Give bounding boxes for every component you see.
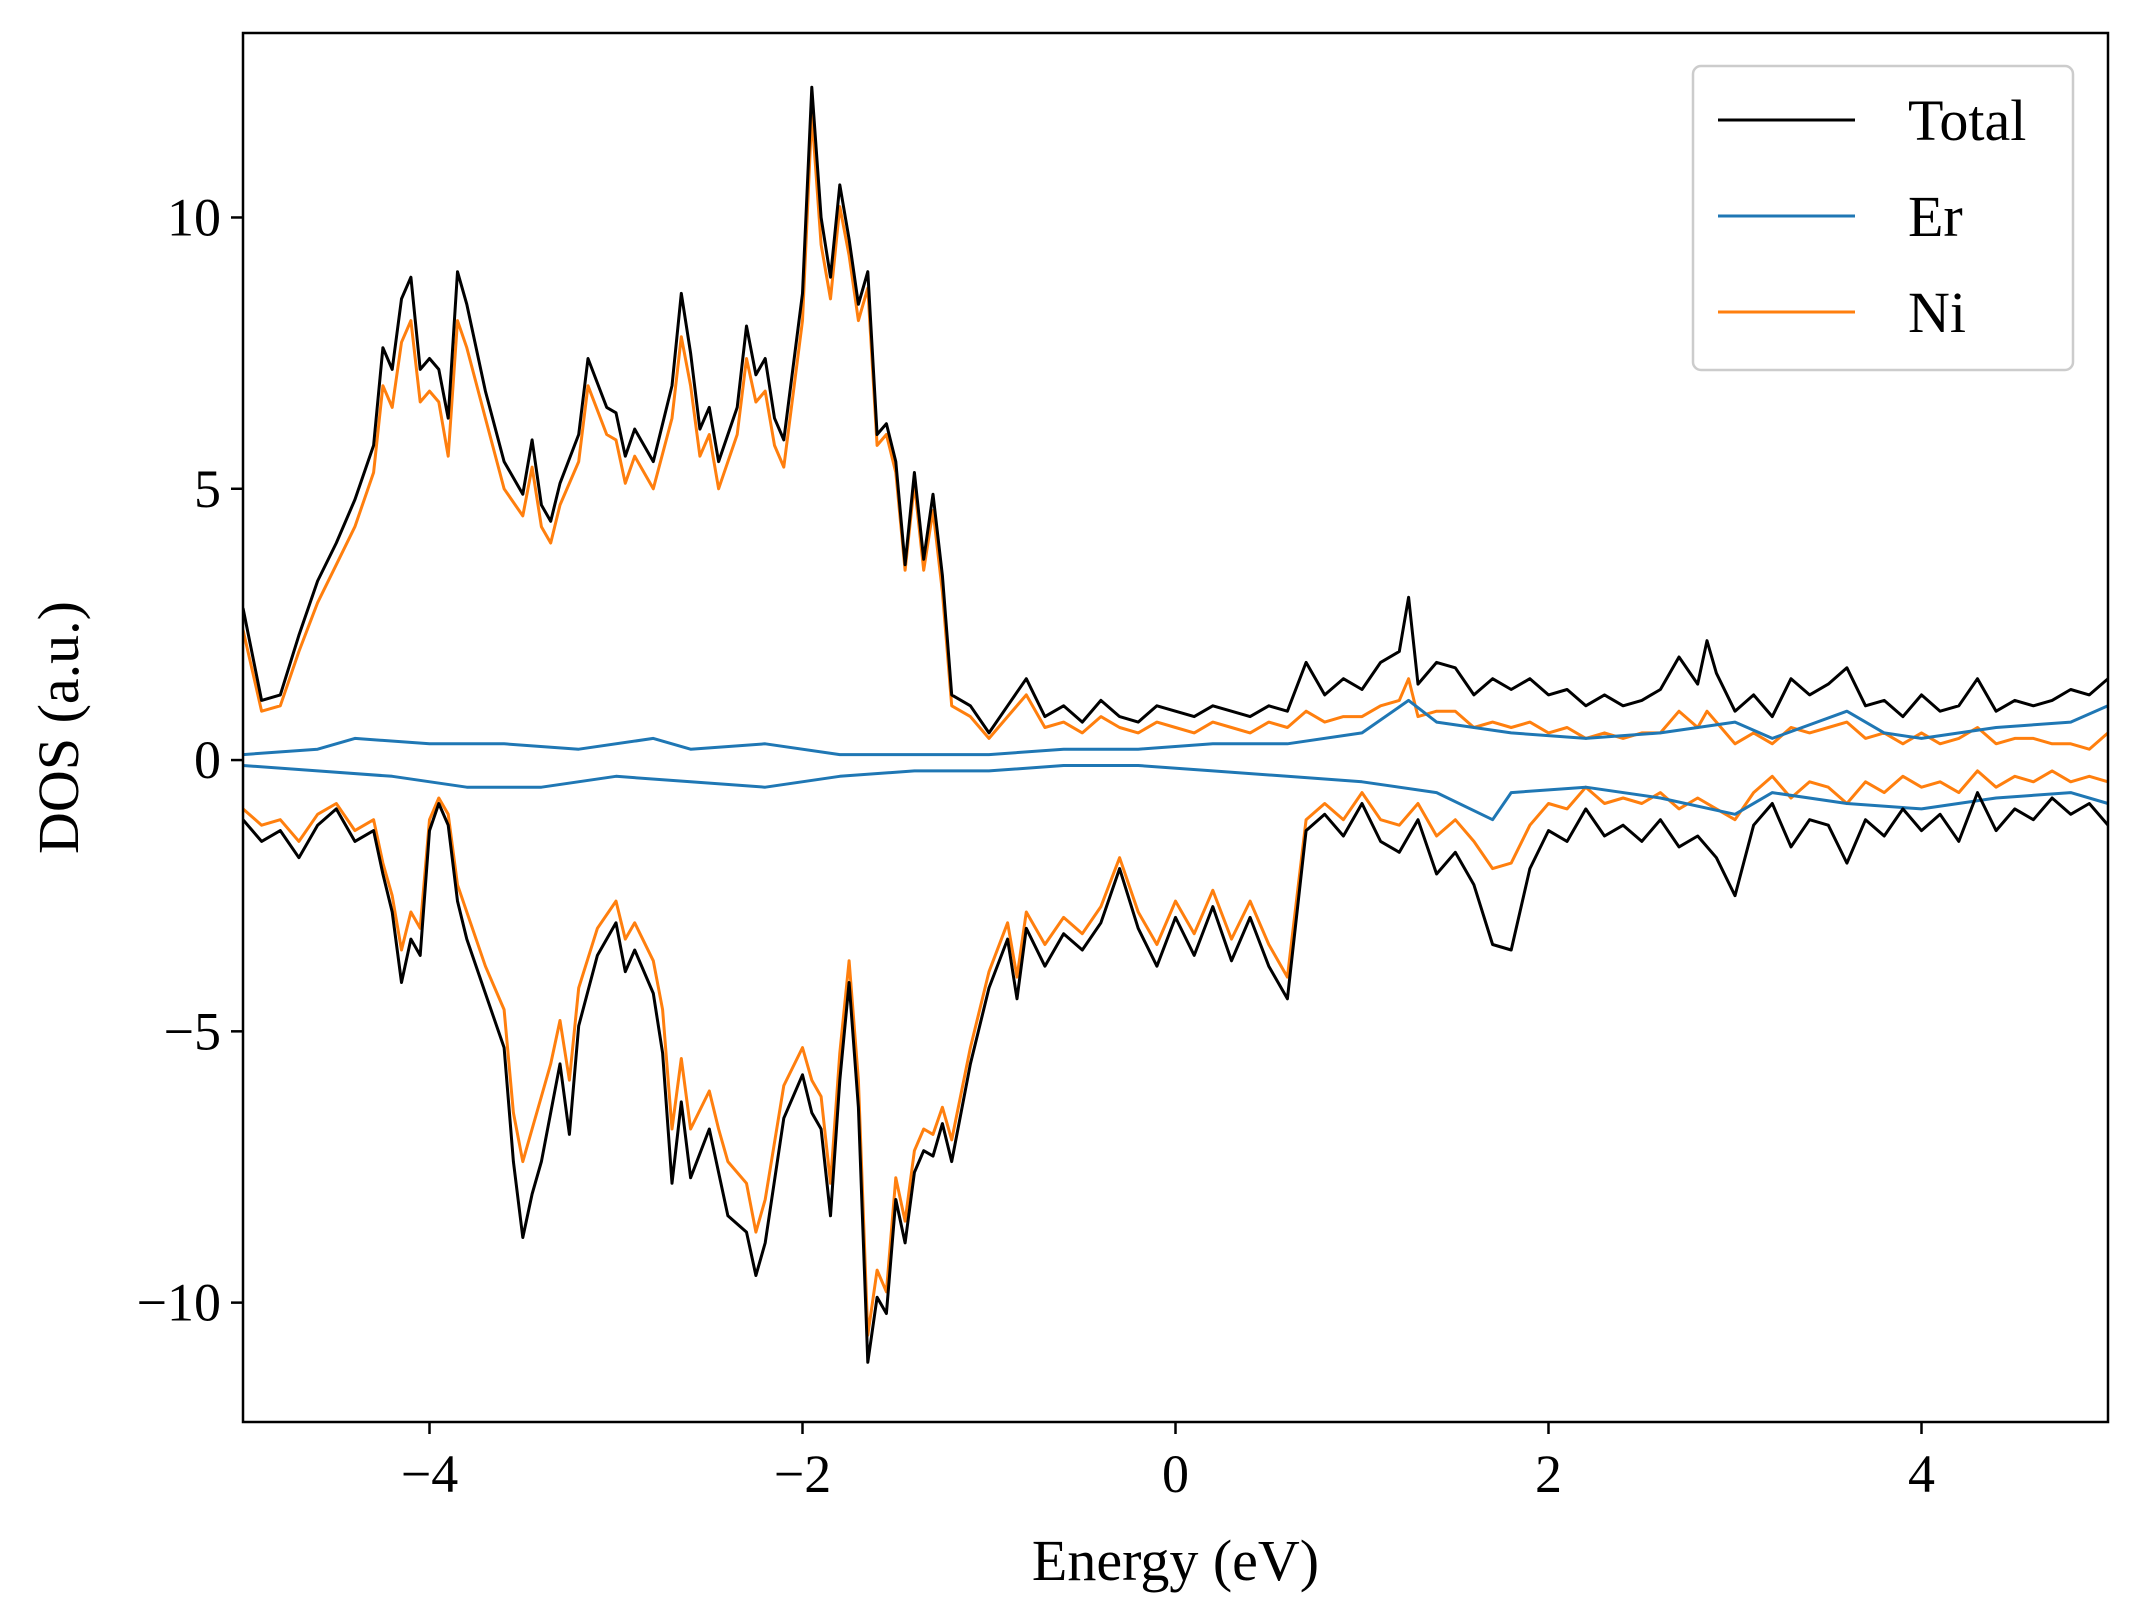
y-tick-label: 10 <box>167 187 221 247</box>
x-tick-label: 4 <box>1908 1444 1935 1504</box>
series-ni-up-line <box>243 112 2108 751</box>
legend-label-ni: Ni <box>1908 280 1966 345</box>
y-axis-label: DOS (a.u.) <box>26 601 91 854</box>
y-tick-label: 5 <box>194 459 221 519</box>
y-tick-label: 0 <box>194 730 221 790</box>
plot-lines <box>243 85 2108 1364</box>
axis-ticks: −4 −2 0 2 4 −10 −5 0 5 10 <box>137 187 1935 1504</box>
legend-label-total: Total <box>1908 88 2026 153</box>
legend-box <box>1691 64 2075 372</box>
legend-label-er: Er <box>1908 184 1963 249</box>
series-total-up-line <box>243 85 2108 735</box>
series-er-down-line <box>243 764 2108 822</box>
series-total-down-line <box>243 791 2108 1364</box>
x-tick-label: −2 <box>774 1444 831 1504</box>
y-tick-label: −5 <box>164 1001 221 1061</box>
x-tick-label: 0 <box>1162 1444 1189 1504</box>
x-tick-label: −4 <box>401 1444 458 1504</box>
series-ni-down-line <box>243 769 2108 1337</box>
x-tick-label: 2 <box>1535 1444 1562 1504</box>
y-tick-label: −10 <box>137 1273 221 1333</box>
legend: Total Er Ni <box>1691 64 2075 372</box>
x-axis-label: Energy (eV) <box>1032 1528 1319 1593</box>
series-er-up-line <box>243 698 2108 757</box>
